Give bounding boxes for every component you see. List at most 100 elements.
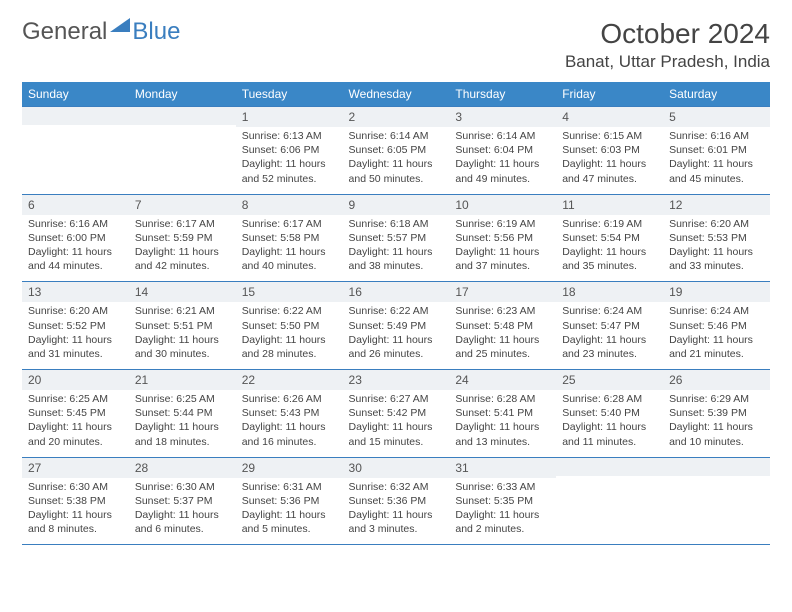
day-number: 21 [129, 370, 236, 390]
daylight-text: Daylight: 11 hours and 31 minutes. [28, 333, 123, 361]
dayhead-fri: Friday [556, 82, 663, 107]
sunrise-text: Sunrise: 6:21 AM [135, 304, 230, 318]
daylight-text: Daylight: 11 hours and 38 minutes. [349, 245, 444, 273]
day-data [129, 125, 236, 183]
day-number: 24 [449, 370, 556, 390]
sunrise-text: Sunrise: 6:17 AM [242, 217, 337, 231]
day-data: Sunrise: 6:15 AMSunset: 6:03 PMDaylight:… [556, 127, 663, 194]
day-number: 22 [236, 370, 343, 390]
day-data: Sunrise: 6:29 AMSunset: 5:39 PMDaylight:… [663, 390, 770, 457]
dayhead-sat: Saturday [663, 82, 770, 107]
week-row: 20Sunrise: 6:25 AMSunset: 5:45 PMDayligh… [22, 370, 770, 458]
sunrise-text: Sunrise: 6:13 AM [242, 129, 337, 143]
day-cell: 17Sunrise: 6:23 AMSunset: 5:48 PMDayligh… [449, 282, 556, 370]
sunrise-text: Sunrise: 6:22 AM [242, 304, 337, 318]
day-data: Sunrise: 6:14 AMSunset: 6:04 PMDaylight:… [449, 127, 556, 194]
week-row: 6Sunrise: 6:16 AMSunset: 6:00 PMDaylight… [22, 194, 770, 282]
day-number: 4 [556, 107, 663, 127]
day-number: 19 [663, 282, 770, 302]
dayhead-thu: Thursday [449, 82, 556, 107]
sunrise-text: Sunrise: 6:14 AM [455, 129, 550, 143]
sunset-text: Sunset: 5:56 PM [455, 231, 550, 245]
day-data: Sunrise: 6:28 AMSunset: 5:41 PMDaylight:… [449, 390, 556, 457]
sunrise-text: Sunrise: 6:14 AM [349, 129, 444, 143]
sunset-text: Sunset: 5:38 PM [28, 494, 123, 508]
day-number: 26 [663, 370, 770, 390]
daylight-text: Daylight: 11 hours and 40 minutes. [242, 245, 337, 273]
day-cell: 18Sunrise: 6:24 AMSunset: 5:47 PMDayligh… [556, 282, 663, 370]
sunrise-text: Sunrise: 6:24 AM [562, 304, 657, 318]
daylight-text: Daylight: 11 hours and 11 minutes. [562, 420, 657, 448]
day-number: 13 [22, 282, 129, 302]
day-number [22, 107, 129, 125]
day-data [22, 125, 129, 183]
day-cell: 8Sunrise: 6:17 AMSunset: 5:58 PMDaylight… [236, 194, 343, 282]
day-cell: 24Sunrise: 6:28 AMSunset: 5:41 PMDayligh… [449, 370, 556, 458]
day-cell: 12Sunrise: 6:20 AMSunset: 5:53 PMDayligh… [663, 194, 770, 282]
daylight-text: Daylight: 11 hours and 8 minutes. [28, 508, 123, 536]
sunrise-text: Sunrise: 6:27 AM [349, 392, 444, 406]
day-data: Sunrise: 6:19 AMSunset: 5:54 PMDaylight:… [556, 215, 663, 282]
day-data: Sunrise: 6:16 AMSunset: 6:00 PMDaylight:… [22, 215, 129, 282]
sunset-text: Sunset: 5:53 PM [669, 231, 764, 245]
sunrise-text: Sunrise: 6:29 AM [669, 392, 764, 406]
day-cell: 2Sunrise: 6:14 AMSunset: 6:05 PMDaylight… [343, 107, 450, 195]
day-cell: 26Sunrise: 6:29 AMSunset: 5:39 PMDayligh… [663, 370, 770, 458]
day-data: Sunrise: 6:18 AMSunset: 5:57 PMDaylight:… [343, 215, 450, 282]
day-cell [663, 457, 770, 545]
header: General Blue October 2024 Banat, Uttar P… [22, 18, 770, 72]
sunset-text: Sunset: 5:52 PM [28, 319, 123, 333]
sunset-text: Sunset: 6:06 PM [242, 143, 337, 157]
daylight-text: Daylight: 11 hours and 28 minutes. [242, 333, 337, 361]
sunset-text: Sunset: 6:03 PM [562, 143, 657, 157]
day-cell: 28Sunrise: 6:30 AMSunset: 5:37 PMDayligh… [129, 457, 236, 545]
day-cell: 3Sunrise: 6:14 AMSunset: 6:04 PMDaylight… [449, 107, 556, 195]
sunrise-text: Sunrise: 6:23 AM [455, 304, 550, 318]
daylight-text: Daylight: 11 hours and 3 minutes. [349, 508, 444, 536]
day-number: 2 [343, 107, 450, 127]
day-number: 6 [22, 195, 129, 215]
day-number: 16 [343, 282, 450, 302]
day-data: Sunrise: 6:20 AMSunset: 5:53 PMDaylight:… [663, 215, 770, 282]
day-number [556, 458, 663, 476]
daylight-text: Daylight: 11 hours and 13 minutes. [455, 420, 550, 448]
sunrise-text: Sunrise: 6:20 AM [669, 217, 764, 231]
sunrise-text: Sunrise: 6:20 AM [28, 304, 123, 318]
daylight-text: Daylight: 11 hours and 37 minutes. [455, 245, 550, 273]
day-data: Sunrise: 6:21 AMSunset: 5:51 PMDaylight:… [129, 302, 236, 369]
day-cell: 4Sunrise: 6:15 AMSunset: 6:03 PMDaylight… [556, 107, 663, 195]
sunrise-text: Sunrise: 6:25 AM [28, 392, 123, 406]
day-cell: 5Sunrise: 6:16 AMSunset: 6:01 PMDaylight… [663, 107, 770, 195]
day-number: 14 [129, 282, 236, 302]
day-number: 1 [236, 107, 343, 127]
day-cell: 10Sunrise: 6:19 AMSunset: 5:56 PMDayligh… [449, 194, 556, 282]
day-cell: 1Sunrise: 6:13 AMSunset: 6:06 PMDaylight… [236, 107, 343, 195]
sunrise-text: Sunrise: 6:26 AM [242, 392, 337, 406]
sunset-text: Sunset: 5:57 PM [349, 231, 444, 245]
day-number: 27 [22, 458, 129, 478]
sunset-text: Sunset: 5:36 PM [242, 494, 337, 508]
day-cell: 19Sunrise: 6:24 AMSunset: 5:46 PMDayligh… [663, 282, 770, 370]
calendar-body: 1 Sunrise: 6:13 AMSunset: 6:06 PM Daylight… [22, 107, 770, 545]
day-number: 7 [129, 195, 236, 215]
daylight-text: Daylight: 11 hours and 5 minutes. [242, 508, 337, 536]
day-cell: 15Sunrise: 6:22 AMSunset: 5:50 PMDayligh… [236, 282, 343, 370]
daylight-text: Daylight: 11 hours and 47 minutes. [562, 157, 657, 185]
day-cell: 6Sunrise: 6:16 AMSunset: 6:00 PMDaylight… [22, 194, 129, 282]
month-year: October 2024 [565, 18, 770, 50]
day-cell: 11Sunrise: 6:19 AMSunset: 5:54 PMDayligh… [556, 194, 663, 282]
sunset-text: Sunset: 5:51 PM [135, 319, 230, 333]
sunrise-text: Sunrise: 6:31 AM [242, 480, 337, 494]
day-number: 29 [236, 458, 343, 478]
sunrise-text: Sunrise: 6:17 AM [135, 217, 230, 231]
sunrise-text: Sunrise: 6:28 AM [562, 392, 657, 406]
day-data: Sunrise: 6:17 AMSunset: 5:58 PMDaylight:… [236, 215, 343, 282]
day-number [663, 458, 770, 476]
day-data: Sunrise: 6:25 AMSunset: 5:45 PMDaylight:… [22, 390, 129, 457]
daylight-text: Daylight: 11 hours and 44 minutes. [28, 245, 123, 273]
day-data [556, 476, 663, 534]
calendar-table: Sunday Monday Tuesday Wednesday Thursday… [22, 82, 770, 545]
daylight-text: Daylight: 11 hours and 10 minutes. [669, 420, 764, 448]
sunrise-text: Sunrise: 6:18 AM [349, 217, 444, 231]
day-cell: 14Sunrise: 6:21 AMSunset: 5:51 PMDayligh… [129, 282, 236, 370]
